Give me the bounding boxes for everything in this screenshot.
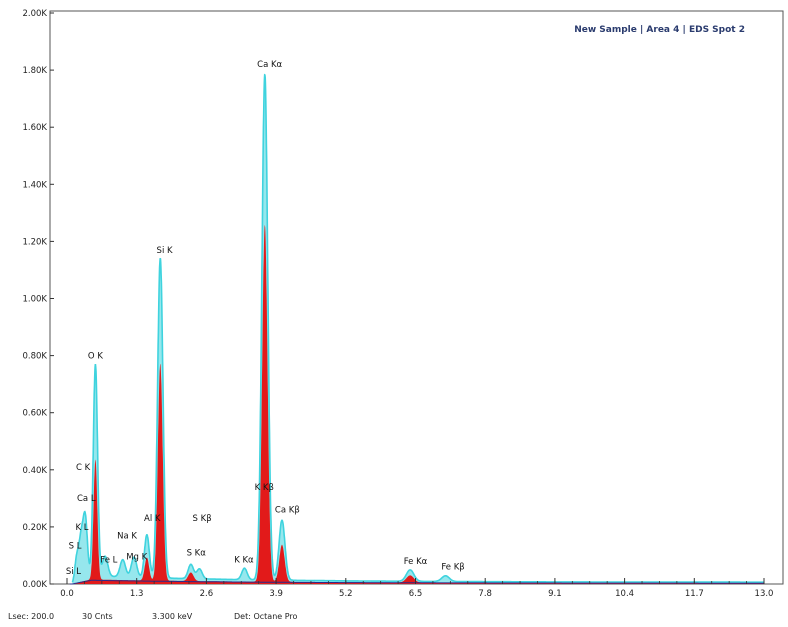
footer-kev: 3.300 keV [152, 612, 193, 621]
series-cyan-line [71, 73, 764, 583]
x-tick-label: 7.8 [478, 589, 492, 599]
y-tick-label: 1.20K [23, 237, 48, 247]
x-tick-label: 9.1 [548, 589, 562, 599]
x-tick-label: 3.9 [269, 589, 283, 599]
x-tick-label: 0.0 [60, 589, 74, 599]
peak-label: K Kα [234, 556, 254, 566]
y-axis: 0.00K 0.20K 0.40K 0.60K 0.80K 1.00K 1.20K 1.40K… [23, 9, 54, 590]
y-tick-label: 0.60K [23, 409, 48, 419]
y-tick-label: 2.00K [23, 9, 48, 19]
peak-label: Ca Kβ [275, 506, 300, 516]
peak-label: O K [88, 351, 103, 361]
peak-label: Si L [66, 567, 81, 577]
y-tick-label: 1.60K [23, 123, 48, 133]
peak-label: K L [76, 523, 89, 533]
series-baseline-line [69, 579, 764, 585]
footer-detector: Det: Octane Pro [234, 612, 298, 621]
y-tick-label: 1.00K [23, 295, 48, 305]
peak-label: K Kβ [255, 483, 274, 493]
peak-label: C K [76, 463, 91, 473]
chart-header: New Sample | Area 4 | EDS Spot 2 [574, 25, 745, 35]
peak-label: Fe Kα [404, 557, 428, 567]
x-axis: 0.0 1.3 2.6 3.9 5.2 6.5 7.8 9.1 10.4 11.7 13.0 [60, 578, 773, 599]
peak-label: Fe Kβ [441, 563, 464, 573]
x-tick-label: 11.7 [685, 589, 704, 599]
peak-labels: O K C K Ca L K L S L Si L Fe L Na K Mg K Al K Si K… [66, 60, 465, 577]
peak-label: S L [69, 541, 82, 551]
peak-label: S Kα [187, 548, 207, 558]
x-tick-label: 5.2 [339, 589, 353, 599]
peak-label: Na K [117, 531, 137, 541]
y-tick-label: 0.20K [23, 523, 48, 533]
y-tick-label: 0.00K [23, 580, 48, 590]
x-tick-label: 10.4 [615, 589, 634, 599]
x-tick-label: 13.0 [755, 589, 774, 599]
peak-label: Ca L [77, 494, 96, 504]
peak-label: S Kβ [193, 514, 212, 524]
y-tick-label: 1.80K [23, 66, 48, 76]
eds-spectrum-chart: 0.00K 0.20K 0.40K 0.60K 0.80K 1.00K 1.20K 1.40K… [23, 9, 784, 599]
x-tick-label: 6.5 [409, 589, 423, 599]
peak-label: Ca Kα [257, 60, 282, 70]
spectrum-lines [69, 73, 764, 585]
peak-label: Si K [157, 246, 173, 256]
y-tick-label: 0.40K [23, 466, 48, 476]
footer-counts: 30 Cnts [82, 612, 113, 621]
plot-frame [49, 10, 784, 585]
peak-label: Al K [144, 514, 161, 524]
peak-label: Fe L [100, 556, 117, 566]
footer-lsec: Lsec: 200.0 [8, 612, 55, 621]
peak-label: Mg K [126, 553, 147, 563]
x-tick-label: 2.6 [200, 589, 214, 599]
y-tick-label: 0.80K [23, 352, 48, 362]
y-tick-label: 1.40K [23, 180, 48, 190]
x-tick-label: 1.3 [130, 589, 144, 599]
